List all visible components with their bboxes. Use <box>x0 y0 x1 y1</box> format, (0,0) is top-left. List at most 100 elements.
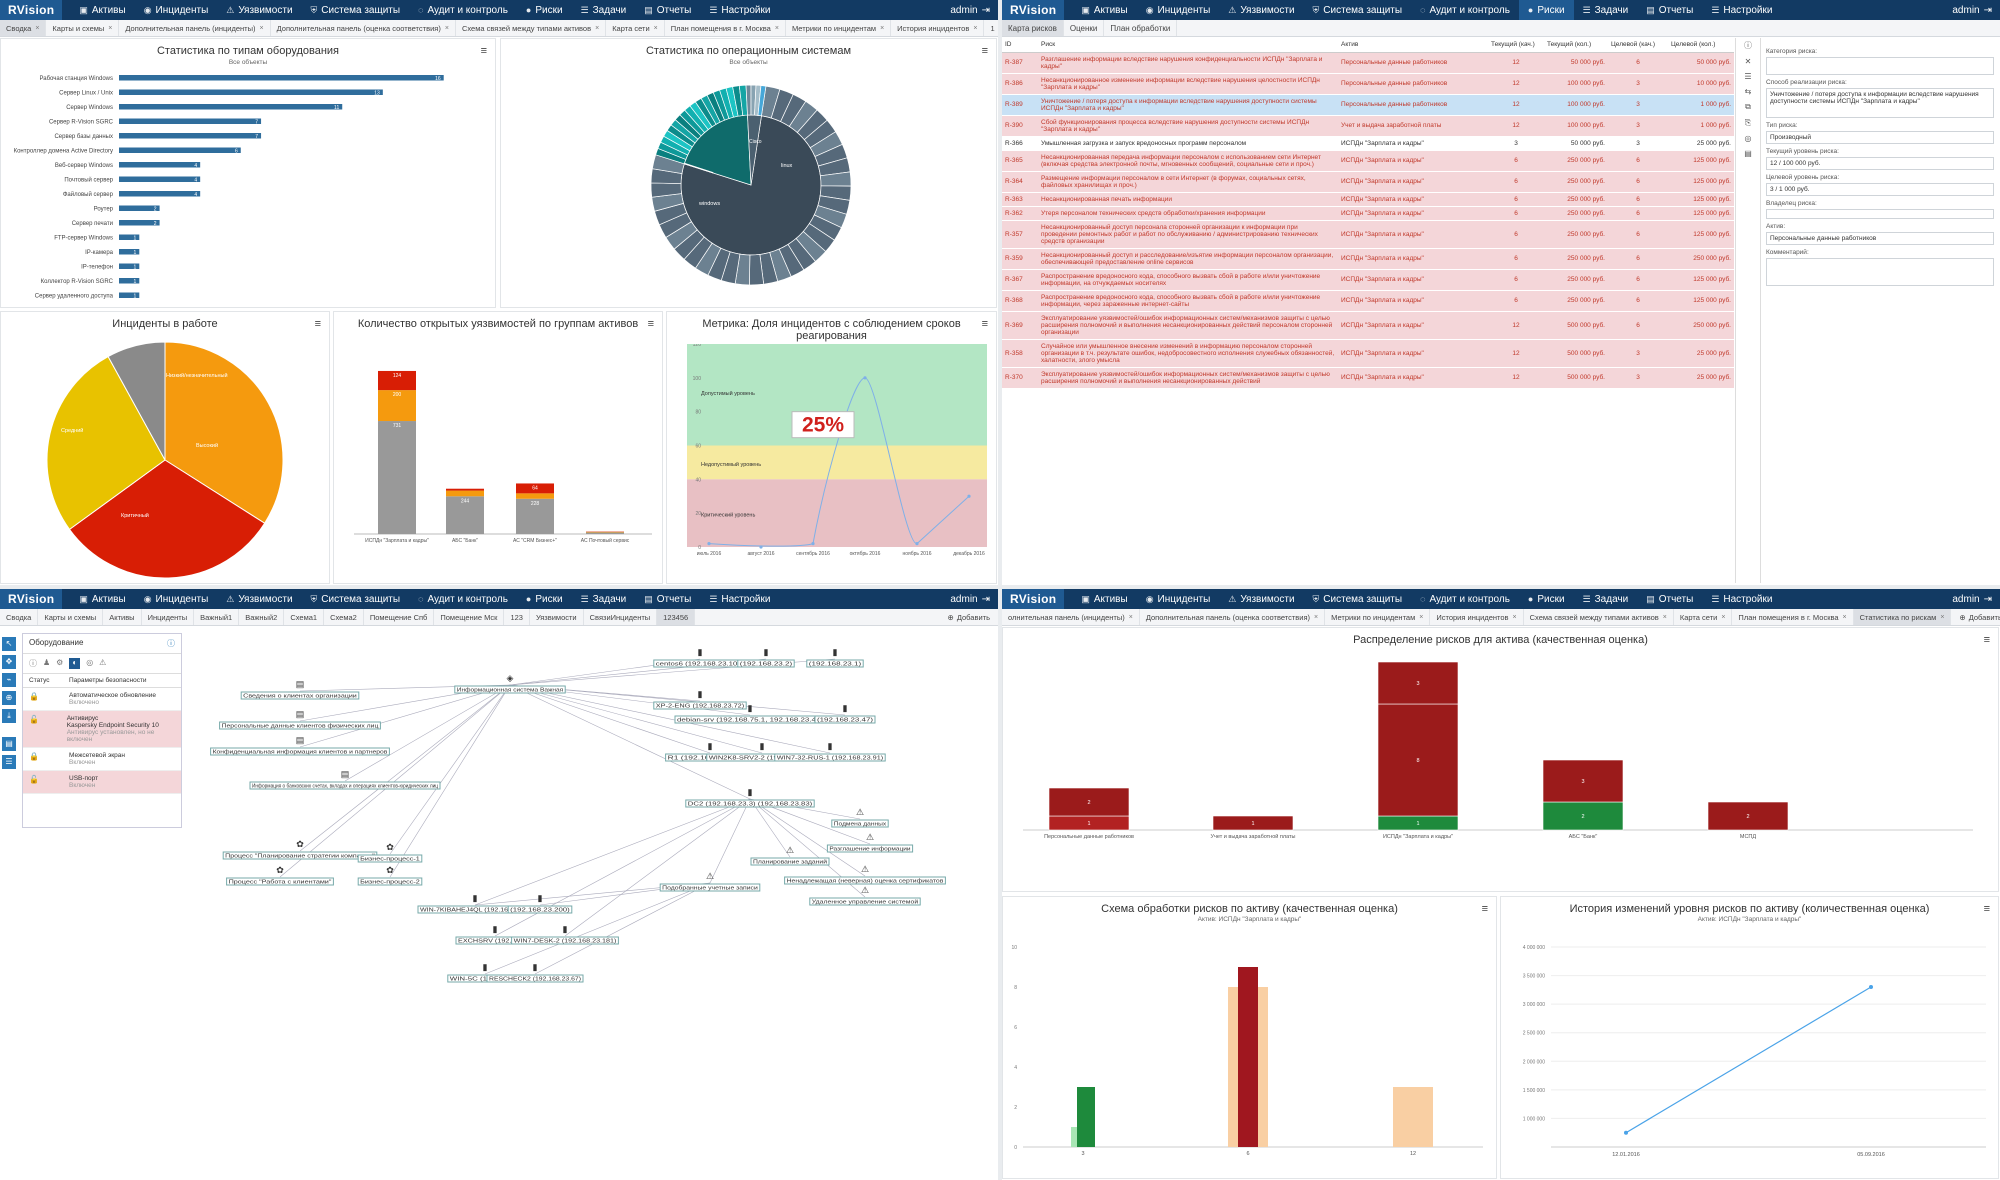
nav-item-3[interactable]: ⛨ Система защиты <box>1304 589 1412 609</box>
nav-item-6[interactable]: ☰ Задачи <box>1574 589 1638 609</box>
tab-item[interactable]: Дополнительная панель (оценка соответств… <box>1140 609 1326 625</box>
menu-icon[interactable]: ≡ <box>1481 903 1488 915</box>
table-row[interactable]: R-358 Случайное или умышленное внесение и… <box>1002 339 1734 368</box>
tab-item[interactable]: Оценки <box>1064 20 1105 36</box>
nav-item-8[interactable]: ☰ Настройки <box>1702 589 1781 609</box>
tab-item[interactable]: Карта сети × <box>606 20 665 36</box>
close-icon[interactable]: × <box>1662 613 1667 621</box>
nav-item-7[interactable]: ▤ Отчеты <box>1637 0 1702 20</box>
tab-item[interactable]: Метрики по инцидентам × <box>786 20 892 36</box>
equipment-row[interactable]: 🔓 Антивирус Kaspersky Endpoint Security 10… <box>23 711 181 748</box>
tab-item[interactable]: Важный1 <box>194 609 240 625</box>
tab-item[interactable]: Карты и схемы × <box>46 20 120 36</box>
nav-item-1[interactable]: ◉ Инциденты <box>1137 0 1220 20</box>
tab-item[interactable]: План помещения в г. Москва × <box>1732 609 1854 625</box>
nav-item-0[interactable]: ▣ Активы <box>70 589 134 609</box>
close-icon[interactable]: × <box>973 24 978 32</box>
close-icon[interactable]: × <box>35 24 40 32</box>
nav-item-7[interactable]: ▤ Отчеты <box>635 0 700 20</box>
tab-item[interactable]: Схема связей между типами активов × <box>1524 609 1674 625</box>
user-menu[interactable]: admin ⇥ <box>942 5 998 16</box>
table-row[interactable]: R-357 Несанкционированный доступ персонал… <box>1002 220 1734 249</box>
zoom-icon[interactable]: ⊕ <box>2 691 16 705</box>
tab-item[interactable]: Карта рисков <box>1002 20 1064 36</box>
nav-item-7[interactable]: ▤ Отчеты <box>635 589 700 609</box>
logout-icon[interactable]: ⇥ <box>1983 593 1992 605</box>
nav-item-7[interactable]: ▤ Отчеты <box>1637 589 1702 609</box>
info-icon[interactable]: ⓘ <box>1744 41 1752 50</box>
nav-item-8[interactable]: ☰ Настройки <box>700 589 779 609</box>
table-row[interactable]: R-370 Эксплуатирование уязвимостей/ошибок… <box>1002 367 1734 389</box>
tab-item[interactable]: Дополнительная панель (оценка соответств… <box>271 20 456 36</box>
menu-icon[interactable]: ≡ <box>981 45 988 57</box>
users-tab-icon[interactable]: ♟ <box>43 658 51 667</box>
move-icon[interactable]: ✥ <box>2 655 16 669</box>
field-value[interactable]: Производный <box>1766 131 1994 144</box>
nav-item-5[interactable]: ● Риски <box>1519 589 1574 609</box>
col-header[interactable]: Риск <box>1038 38 1338 53</box>
logout-icon[interactable]: ⇥ <box>1983 4 1992 16</box>
tab-item[interactable]: Активы <box>103 609 142 625</box>
user-menu[interactable]: admin ⇥ <box>1944 5 2000 16</box>
tab-item[interactable]: Помещение Мск <box>434 609 505 625</box>
nav-item-3[interactable]: ⛨ Система защиты <box>1304 0 1412 20</box>
save-icon[interactable]: ⤓ <box>2 709 16 723</box>
nav-item-4[interactable]: ◌ Аудит и контроль <box>409 0 517 20</box>
add-tab-button[interactable]: ⊕ Добавить <box>1951 612 2000 622</box>
nav-item-4[interactable]: ◌ Аудит и контроль <box>1411 0 1519 20</box>
menu-icon[interactable]: ≡ <box>647 318 654 330</box>
list-icon[interactable]: ☰ <box>2 755 16 769</box>
tab-item[interactable]: История инцидентов × <box>891 20 985 36</box>
col-header[interactable]: Целевой (кол.) <box>1668 38 1734 53</box>
table-row[interactable]: R-367 Распространение вредоносного кода, … <box>1002 269 1734 291</box>
tab-item[interactable]: Сводка <box>0 609 39 625</box>
nav-item-1[interactable]: ◉ Инциденты <box>135 589 218 609</box>
nav-item-2[interactable]: ⚠ Уязвимости <box>1219 0 1303 20</box>
shield-tab-icon[interactable]: ◐ <box>69 658 81 669</box>
close-icon[interactable]: × <box>1419 613 1424 621</box>
tab-item[interactable]: олнительная панель (инциденты) × <box>1002 609 1140 625</box>
field-value[interactable]: 12 / 100 000 руб. <box>1766 157 1994 170</box>
table-row[interactable]: R-369 Эксплуатирование уязвимостей/ошибок… <box>1002 311 1734 340</box>
layers-icon[interactable]: ▤ <box>2 737 16 751</box>
close-icon[interactable]: × <box>1314 613 1319 621</box>
close-icon[interactable]: × <box>1940 613 1945 621</box>
close-icon[interactable]: × <box>444 24 449 32</box>
warning-tab-icon[interactable]: ⚠ <box>99 658 107 667</box>
nav-item-2[interactable]: ⚠ Уязвимости <box>217 0 301 20</box>
close-icon[interactable]: × <box>259 24 264 32</box>
tab-item[interactable]: Схема1 <box>284 609 325 625</box>
close-icon[interactable]: × <box>1512 613 1517 621</box>
tab-item[interactable]: Статистика по рискам × <box>1853 609 1952 625</box>
table-row[interactable]: R-365 Несанкционированная передача информ… <box>1002 150 1734 172</box>
nav-item-4[interactable]: ◌ Аудит и контроль <box>1411 589 1519 609</box>
close-icon[interactable]: × <box>653 24 658 32</box>
field-value[interactable] <box>1766 258 1994 286</box>
copy-icon[interactable]: ⧉ <box>1745 102 1751 111</box>
nav-item-6[interactable]: ☰ Задачи <box>572 589 636 609</box>
tab-item[interactable]: Схема2 <box>324 609 364 625</box>
tab-item[interactable]: 123 <box>504 609 530 625</box>
nav-item-6[interactable]: ☰ Задачи <box>1574 0 1638 20</box>
nav-item-0[interactable]: ▣ Активы <box>70 0 134 20</box>
nav-item-2[interactable]: ⚠ Уязвимости <box>217 589 301 609</box>
app-logo[interactable]: RVision <box>1002 0 1065 20</box>
col-header[interactable]: Актив <box>1338 38 1488 53</box>
table-row[interactable]: R-389 Уничтожение / потеря доступа к инфо… <box>1002 94 1734 116</box>
info-icon[interactable]: ⓘ <box>167 639 175 648</box>
nav-item-6[interactable]: ☰ Задачи <box>572 0 636 20</box>
nav-item-5[interactable]: ● Риски <box>1518 0 1574 20</box>
logout-icon[interactable]: ⇥ <box>981 4 990 16</box>
split-icon[interactable]: ⇆ <box>1744 87 1752 96</box>
nav-item-2[interactable]: ⚠ Уязвимости <box>1219 589 1303 609</box>
close-icon[interactable]: × <box>1721 613 1726 621</box>
menu-icon[interactable]: ≡ <box>480 45 487 57</box>
tab-item[interactable]: Карта сети × <box>1674 609 1733 625</box>
attach-icon[interactable]: ⎘ <box>1744 118 1752 127</box>
nav-item-8[interactable]: ☰ Настройки <box>1702 0 1781 20</box>
col-header[interactable]: ID <box>1002 38 1038 53</box>
nav-item-1[interactable]: ◉ Инциденты <box>135 0 218 20</box>
table-row[interactable]: R-359 Несанкционированный доступ и рассле… <box>1002 248 1734 270</box>
table-row[interactable]: R-386 Несанкционированное изменение инфор… <box>1002 73 1734 95</box>
field-value[interactable]: 3 / 1 000 руб. <box>1766 183 1994 196</box>
